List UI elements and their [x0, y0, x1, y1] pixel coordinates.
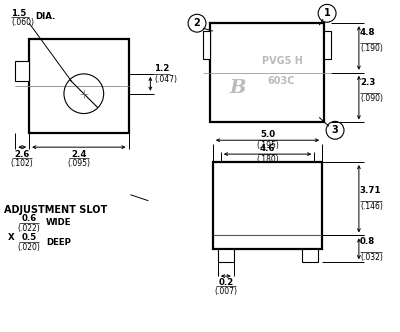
- Text: 2.3: 2.3: [360, 78, 375, 87]
- Text: 0.8: 0.8: [360, 237, 375, 246]
- Bar: [210, 23, 324, 123]
- Text: PVG5 H: PVG5 H: [262, 56, 302, 66]
- Text: (.146): (.146): [360, 202, 383, 211]
- Text: 0.5: 0.5: [22, 233, 37, 242]
- Text: (.020): (.020): [18, 243, 41, 252]
- Text: 1.2: 1.2: [154, 64, 170, 73]
- Text: 3.71: 3.71: [360, 186, 381, 195]
- Text: (.032): (.032): [360, 253, 383, 262]
- Text: X: X: [7, 233, 14, 242]
- Bar: [324, 31, 331, 59]
- Text: 0.6: 0.6: [22, 213, 37, 222]
- Bar: [29, 39, 128, 133]
- Text: 5.0: 5.0: [260, 130, 275, 139]
- Text: DIA.: DIA.: [35, 12, 56, 21]
- Text: DEEP: DEEP: [46, 238, 71, 247]
- Text: 1.5: 1.5: [11, 9, 26, 18]
- Text: 603C: 603C: [268, 76, 295, 86]
- Text: 3: 3: [332, 125, 338, 135]
- Bar: [15, 61, 29, 81]
- Bar: [203, 31, 210, 59]
- Text: (.007): (.007): [214, 287, 237, 296]
- Bar: [218, 249, 234, 262]
- Text: 2.6: 2.6: [14, 150, 30, 159]
- Text: 2: 2: [194, 18, 200, 28]
- Bar: [213, 162, 322, 249]
- Text: (.047): (.047): [154, 75, 177, 84]
- Text: (.195): (.195): [256, 141, 279, 150]
- Text: (.190): (.190): [360, 44, 383, 53]
- Text: B: B: [230, 79, 246, 97]
- Text: 2.4: 2.4: [71, 150, 86, 159]
- Text: 1: 1: [324, 8, 330, 18]
- Text: (.095): (.095): [67, 159, 90, 168]
- Text: (.090): (.090): [360, 94, 383, 103]
- Text: (.060): (.060): [11, 18, 34, 27]
- Text: WIDE: WIDE: [46, 218, 72, 227]
- Text: (.102): (.102): [11, 159, 34, 168]
- Text: (.180): (.180): [256, 155, 279, 164]
- Text: 4.6: 4.6: [260, 144, 275, 153]
- Text: 0.2: 0.2: [218, 278, 234, 287]
- Text: 4.8: 4.8: [360, 28, 375, 37]
- Text: (.022): (.022): [18, 223, 40, 232]
- Text: ADJUSTMENT SLOT: ADJUSTMENT SLOT: [4, 205, 108, 215]
- Bar: [302, 249, 318, 262]
